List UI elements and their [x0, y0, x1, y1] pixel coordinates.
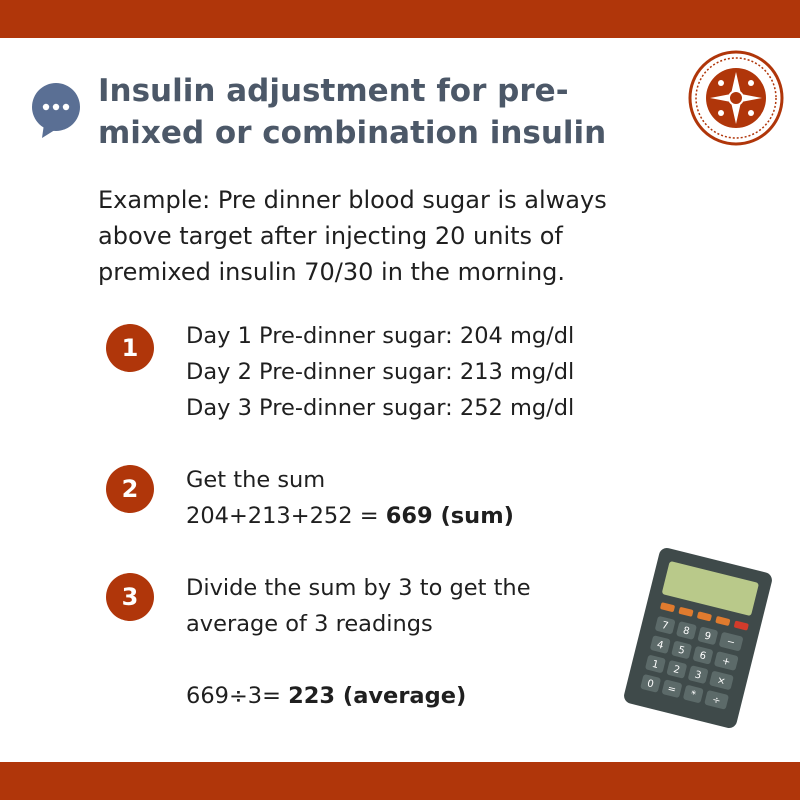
svg-text:*: * — [689, 689, 697, 701]
society-seal-logo — [688, 50, 784, 146]
day-2-reading: Day 2 Pre-dinner sugar: 213 mg/dl — [186, 359, 575, 385]
intro-line-3: premixed insulin 70/30 in the morning. — [98, 258, 566, 286]
calculator-icon: 7 8 9 − 4 5 6 + 1 2 3 × 0 = * ÷ — [624, 548, 772, 728]
svg-text:8: 8 — [682, 625, 691, 637]
bottom-banner — [0, 762, 800, 800]
intro-line-2: above target after injecting 20 units of — [98, 222, 563, 250]
svg-text:×: × — [716, 675, 727, 688]
svg-text:−: − — [725, 636, 736, 649]
svg-text:9: 9 — [703, 631, 712, 643]
step-1-badge: 1 — [106, 324, 154, 372]
step-1-text: Day 1 Pre-dinner sugar: 204 mg/dl Day 2 … — [186, 318, 706, 426]
top-banner — [0, 0, 800, 38]
day-3-reading: Day 3 Pre-dinner sugar: 252 mg/dl — [186, 395, 575, 421]
sum-result: 669 (sum) — [385, 503, 514, 529]
intro-example: Example: Pre dinner blood sugar is alway… — [98, 182, 738, 290]
svg-text:2: 2 — [672, 664, 681, 676]
step-3-instruction-line-2: average of 3 readings — [186, 611, 433, 637]
chat-bubble-icon — [32, 83, 80, 138]
day-1-reading: Day 1 Pre-dinner sugar: 204 mg/dl — [186, 323, 575, 349]
svg-text:4: 4 — [656, 639, 665, 651]
title-line-2: mixed or combination insulin — [98, 115, 607, 151]
svg-text:3: 3 — [693, 669, 702, 681]
step-3-instruction-line-1: Divide the sum by 3 to get the — [186, 575, 531, 601]
step-3-text: Divide the sum by 3 to get the average o… — [186, 570, 706, 714]
svg-text:=: = — [666, 683, 677, 696]
average-expression: 669÷3= — [186, 683, 289, 709]
svg-text:0: 0 — [646, 678, 655, 690]
step-3-calculation: 669÷3= 223 (average) — [186, 678, 706, 714]
intro-line-1: Example: Pre dinner blood sugar is alway… — [98, 186, 607, 214]
svg-text:+: + — [721, 656, 732, 669]
step-2-text: Get the sum 204+213+252 = 669 (sum) — [186, 462, 706, 534]
title-line-1: Insulin adjustment for pre- — [98, 73, 569, 109]
sum-expression: 204+213+252 = — [186, 503, 386, 529]
svg-text:7: 7 — [660, 620, 669, 632]
svg-text:5: 5 — [677, 645, 686, 657]
svg-text:1: 1 — [651, 659, 660, 671]
step-2-instruction: Get the sum — [186, 467, 326, 493]
step-3-badge: 3 — [106, 573, 154, 621]
page-title: Insulin adjustment for pre- mixed or com… — [98, 70, 678, 154]
step-2-calculation: 204+213+252 = 669 (sum) — [186, 498, 706, 534]
svg-text:6: 6 — [698, 650, 707, 662]
step-2-badge: 2 — [106, 465, 154, 513]
svg-text:÷: ÷ — [711, 694, 722, 707]
average-result: 223 (average) — [288, 683, 467, 709]
